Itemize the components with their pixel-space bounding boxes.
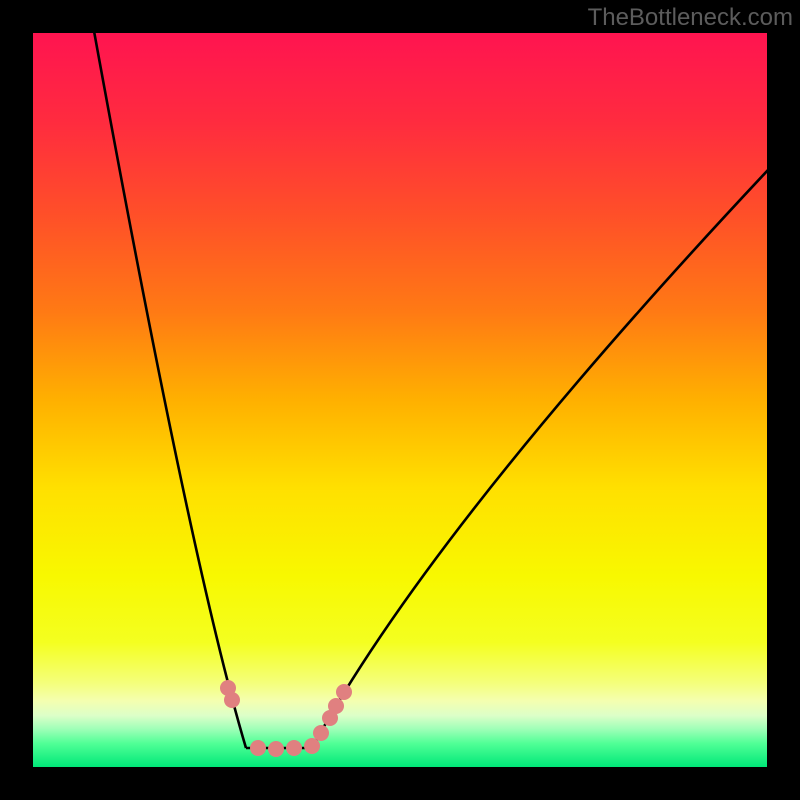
- marker-dot: [328, 698, 344, 714]
- marker-dot: [336, 684, 352, 700]
- marker-dot: [268, 741, 284, 757]
- bottleneck-curve-chart: [0, 0, 800, 800]
- chart-stage: TheBottleneck.com: [0, 0, 800, 800]
- marker-dot: [286, 740, 302, 756]
- marker-dot: [313, 725, 329, 741]
- marker-dot: [304, 738, 320, 754]
- gradient-background: [33, 33, 767, 767]
- marker-dot: [224, 692, 240, 708]
- marker-dot: [250, 740, 266, 756]
